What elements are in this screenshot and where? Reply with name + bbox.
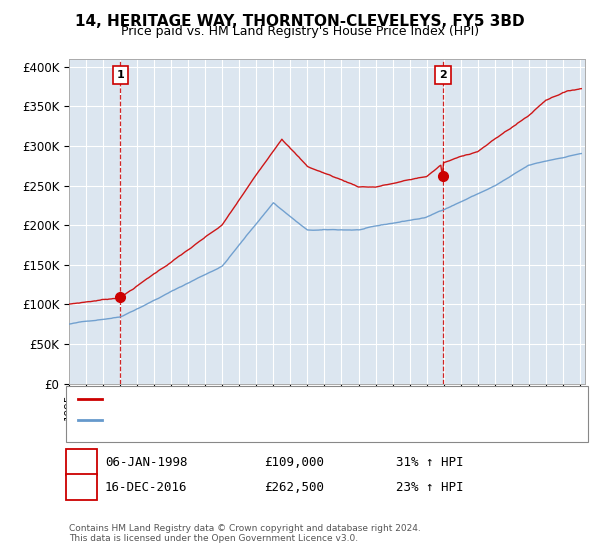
Text: 14, HERITAGE WAY, THORNTON-CLEVELEYS, FY5 3BD (detached house): 14, HERITAGE WAY, THORNTON-CLEVELEYS, FY… xyxy=(105,394,502,404)
Text: 23% ↑ HPI: 23% ↑ HPI xyxy=(396,480,464,494)
Text: £109,000: £109,000 xyxy=(264,455,324,469)
Text: 14, HERITAGE WAY, THORNTON-CLEVELEYS, FY5 3BD: 14, HERITAGE WAY, THORNTON-CLEVELEYS, FY… xyxy=(75,14,525,29)
Text: 31% ↑ HPI: 31% ↑ HPI xyxy=(396,455,464,469)
Text: 1: 1 xyxy=(77,455,86,469)
Text: 06-JAN-1998: 06-JAN-1998 xyxy=(105,455,187,469)
Text: 2: 2 xyxy=(439,69,447,80)
Text: Price paid vs. HM Land Registry's House Price Index (HPI): Price paid vs. HM Land Registry's House … xyxy=(121,25,479,38)
Text: 2: 2 xyxy=(77,480,86,494)
Text: 1: 1 xyxy=(116,69,124,80)
Text: 16-DEC-2016: 16-DEC-2016 xyxy=(105,480,187,494)
Text: HPI: Average price, detached house, Wyre: HPI: Average price, detached house, Wyre xyxy=(105,415,340,425)
Text: £262,500: £262,500 xyxy=(264,480,324,494)
Text: Contains HM Land Registry data © Crown copyright and database right 2024.
This d: Contains HM Land Registry data © Crown c… xyxy=(69,524,421,543)
